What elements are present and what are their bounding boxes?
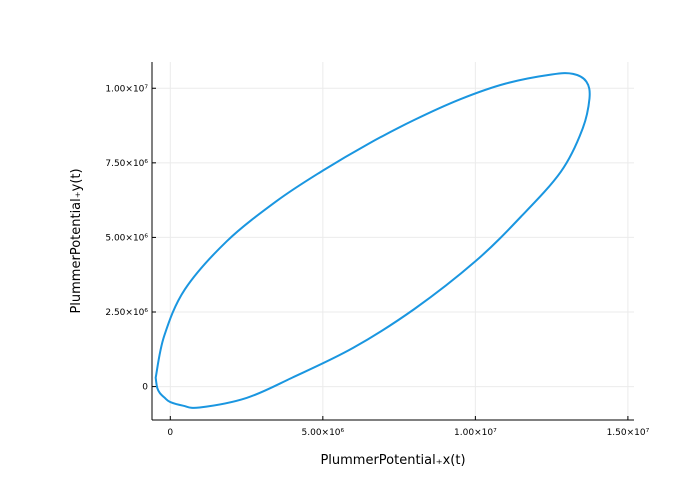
y-axis-label: PlummerPotential₊y(t): [69, 168, 84, 313]
y-tick-label: 2.50×10⁶: [105, 308, 148, 318]
y-tick-label: 1.00×10⁷: [105, 84, 148, 94]
x-tick-label: 1.00×10⁷: [454, 428, 497, 438]
x-tick-label: 5.00×10⁶: [302, 428, 345, 438]
ticks: 0 5.00×10⁶ 1.00×10⁷ 1.50×10⁷ 0 2.50×10⁶ 5.00×1…: [105, 84, 649, 438]
x-axis-label: PlummerPotential₊x(t): [320, 453, 465, 468]
y-tick-label: 5.00×10⁶: [105, 233, 148, 243]
y-tick-label: 0: [142, 383, 148, 393]
series-line: [154, 72, 591, 409]
grid: [152, 62, 634, 420]
x-tick-label: 1.50×10⁷: [607, 428, 650, 438]
x-tick-label: 0: [167, 428, 173, 438]
y-tick-label: 7.50×10⁶: [105, 159, 148, 169]
